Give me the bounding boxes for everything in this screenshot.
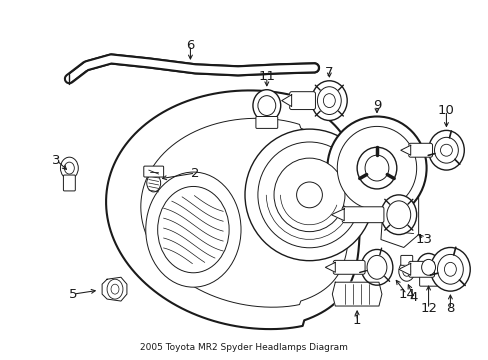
Text: 11: 11: [258, 70, 275, 83]
Ellipse shape: [326, 117, 426, 220]
FancyBboxPatch shape: [408, 143, 432, 157]
Ellipse shape: [416, 253, 440, 281]
Text: 13: 13: [414, 233, 431, 246]
FancyBboxPatch shape: [333, 260, 365, 274]
Text: 4: 4: [408, 291, 417, 303]
FancyBboxPatch shape: [419, 276, 437, 286]
Ellipse shape: [244, 129, 373, 261]
Polygon shape: [331, 209, 344, 221]
Ellipse shape: [421, 260, 435, 275]
Text: 6: 6: [186, 39, 194, 51]
Text: 12: 12: [419, 302, 436, 315]
Ellipse shape: [317, 87, 341, 114]
Text: 2005 Toyota MR2 Spyder Headlamps Diagram: 2005 Toyota MR2 Spyder Headlamps Diagram: [140, 343, 347, 352]
Ellipse shape: [257, 142, 360, 248]
Ellipse shape: [434, 137, 457, 163]
Ellipse shape: [360, 249, 392, 285]
Text: 2: 2: [191, 167, 199, 180]
Text: 8: 8: [445, 302, 454, 315]
Ellipse shape: [337, 126, 416, 210]
Text: 1: 1: [352, 314, 361, 327]
Text: 10: 10: [437, 104, 454, 117]
Polygon shape: [332, 282, 381, 306]
Text: 5: 5: [69, 288, 78, 301]
Polygon shape: [102, 277, 127, 301]
Ellipse shape: [356, 147, 396, 189]
Ellipse shape: [146, 174, 161, 192]
Ellipse shape: [157, 186, 229, 273]
Ellipse shape: [257, 96, 275, 116]
Ellipse shape: [429, 247, 469, 291]
Ellipse shape: [61, 157, 78, 179]
Polygon shape: [400, 145, 410, 155]
Text: 3: 3: [52, 154, 61, 167]
FancyBboxPatch shape: [400, 255, 412, 265]
Ellipse shape: [145, 172, 241, 287]
Polygon shape: [398, 264, 410, 275]
Text: 9: 9: [372, 99, 380, 112]
FancyBboxPatch shape: [342, 207, 383, 223]
Polygon shape: [141, 118, 348, 307]
Polygon shape: [281, 95, 291, 107]
FancyBboxPatch shape: [63, 175, 75, 191]
Ellipse shape: [437, 255, 462, 284]
FancyBboxPatch shape: [143, 166, 163, 177]
Ellipse shape: [273, 158, 344, 231]
Ellipse shape: [296, 182, 322, 208]
Text: 7: 7: [325, 66, 333, 79]
Ellipse shape: [252, 90, 280, 121]
Polygon shape: [106, 90, 359, 329]
Ellipse shape: [366, 255, 386, 279]
FancyBboxPatch shape: [255, 117, 277, 129]
Text: 14: 14: [398, 288, 414, 301]
Ellipse shape: [398, 261, 414, 281]
Polygon shape: [380, 185, 418, 247]
Ellipse shape: [380, 195, 416, 235]
FancyBboxPatch shape: [408, 261, 434, 277]
Ellipse shape: [365, 155, 388, 181]
Ellipse shape: [427, 130, 463, 170]
FancyBboxPatch shape: [289, 92, 315, 109]
Ellipse shape: [311, 81, 346, 121]
Polygon shape: [325, 262, 335, 272]
Ellipse shape: [386, 201, 410, 229]
